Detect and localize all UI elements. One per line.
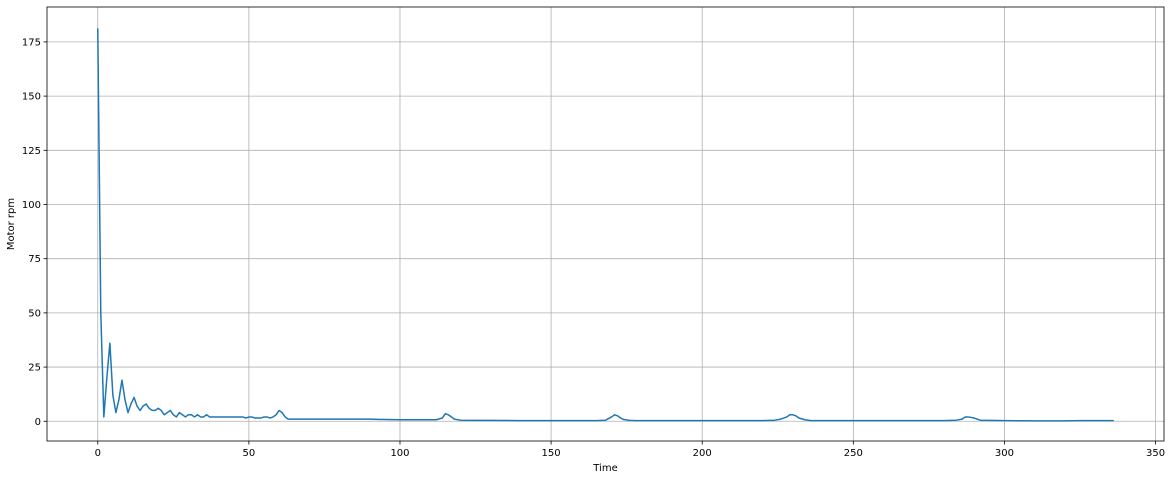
y-tick-label: 25 [28,363,41,374]
x-tick-label: 0 [95,448,101,459]
x-axis-label: Time [592,463,617,474]
x-tick-label: 250 [844,448,863,459]
y-axis-label: Motor rpm [6,198,17,250]
y-tick-label: 0 [35,417,41,428]
y-tick-label: 175 [22,37,41,48]
x-axis: 0 50 100 150 200 250 300 350 [95,441,1165,459]
y-tick-label: 50 [28,308,41,319]
series-line [97,28,1114,422]
x-tick-label: 350 [1146,448,1165,459]
y-tick-label: 100 [22,200,41,211]
plot-frame [46,6,1165,442]
x-tick-label: 150 [542,448,561,459]
y-tick-label: 75 [28,254,41,265]
y-tick-label: 150 [22,92,41,103]
x-tick-label: 50 [243,448,256,459]
x-tick-label: 300 [995,448,1014,459]
x-tick-label: 100 [390,448,409,459]
y-tick-label: 125 [22,146,41,157]
grid [47,7,1164,441]
x-tick-label: 200 [693,448,712,459]
y-axis: 0 25 50 75 100 125 150 175 [22,37,47,428]
series-group [97,28,1114,422]
